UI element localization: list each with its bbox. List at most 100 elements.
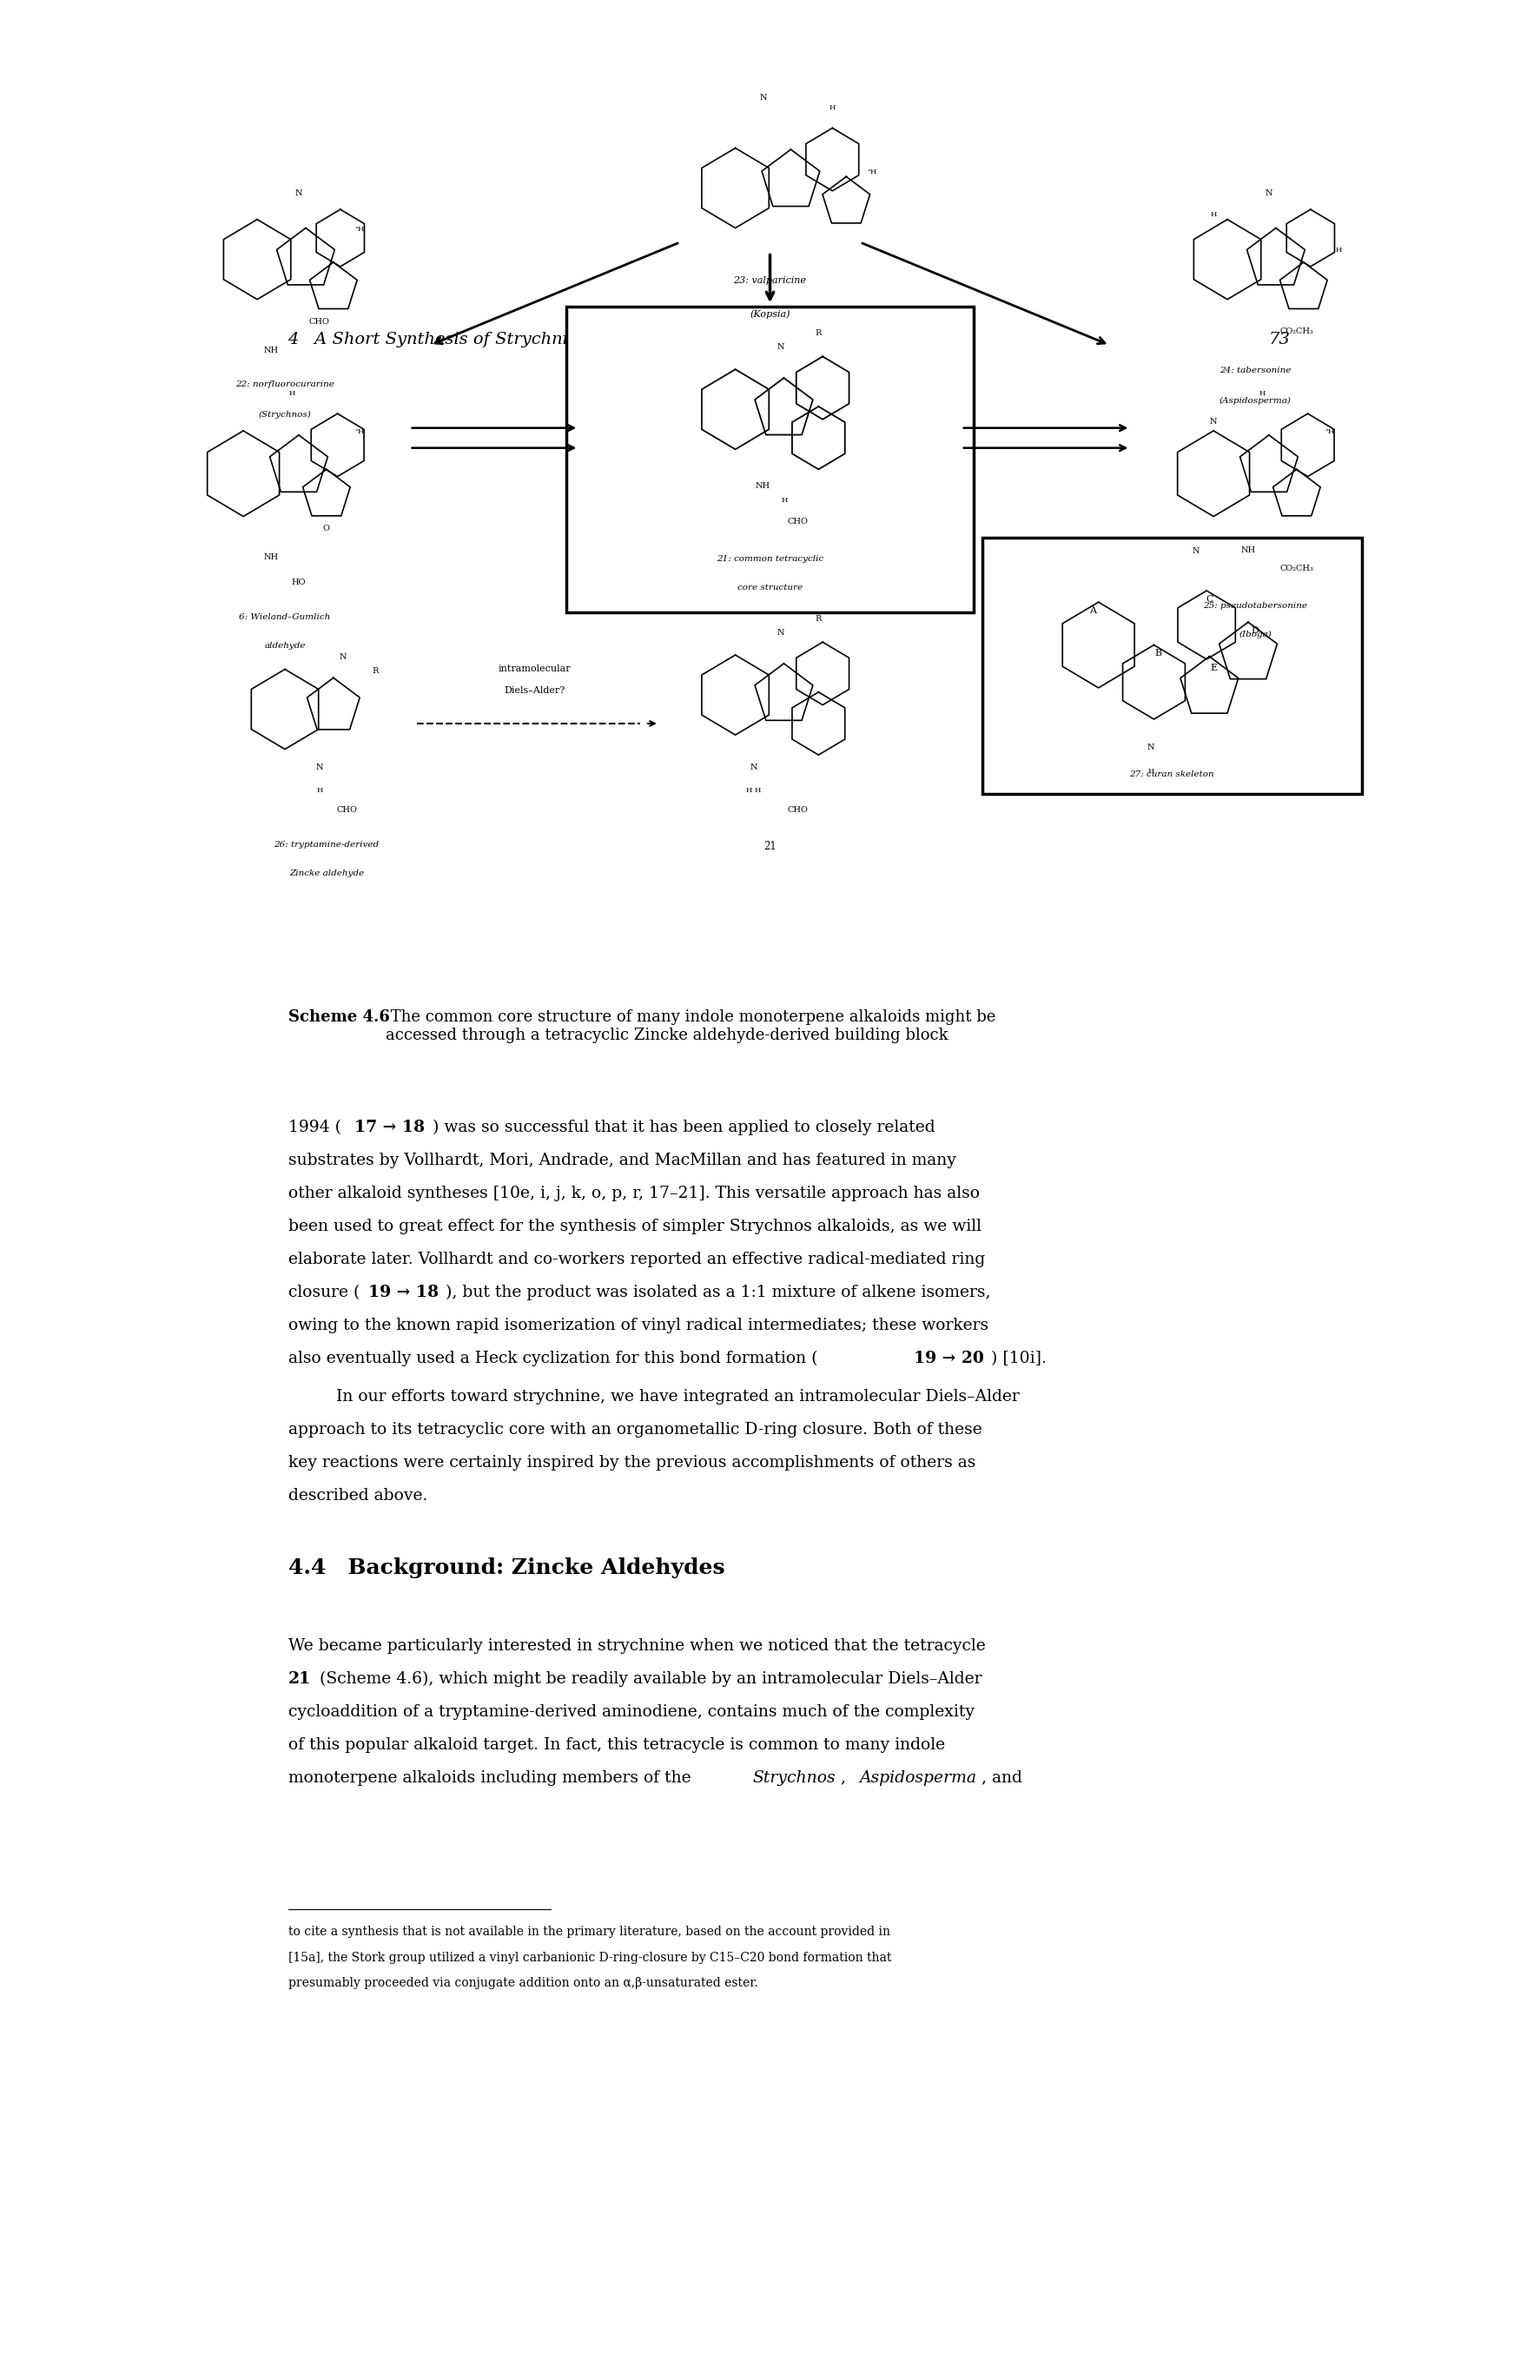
Text: 4.4 Background: Zincke Aldehydes: 4.4 Background: Zincke Aldehydes	[288, 1557, 724, 1578]
Text: 4   A Short Synthesis of Strychnine from Pyridine: 4 A Short Synthesis of Strychnine from P…	[288, 331, 713, 347]
Text: core structure: core structure	[738, 583, 802, 590]
Text: (Scheme 4.6), which might be readily available by an intramolecular Diels–Alder: (Scheme 4.6), which might be readily ava…	[314, 1671, 981, 1687]
Text: Scheme 4.6: Scheme 4.6	[288, 1009, 390, 1026]
Text: to cite a synthesis that is not available in the primary literature, based on th: to cite a synthesis that is not availabl…	[288, 1925, 890, 1937]
Text: 22: norfluorocurarine: 22: norfluorocurarine	[236, 381, 334, 388]
Text: 25: pseudotabersonine: 25: pseudotabersonine	[1203, 602, 1307, 609]
Text: C: C	[1206, 595, 1214, 605]
Text: closure (: closure (	[288, 1285, 359, 1299]
Text: N: N	[778, 343, 785, 352]
Text: CHO: CHO	[310, 317, 330, 326]
Text: 21: 21	[288, 1671, 311, 1687]
Text: NH: NH	[263, 552, 279, 562]
Text: N: N	[316, 764, 323, 771]
Text: D: D	[1250, 626, 1260, 635]
Text: ,: ,	[841, 1771, 852, 1785]
Text: [15a], the Stork group utilized a vinyl carbanionic D-ring-closure by C15–C20 bo: [15a], the Stork group utilized a vinyl …	[288, 1952, 892, 1963]
Text: N: N	[296, 188, 302, 198]
Text: N: N	[1266, 188, 1272, 198]
Text: NH: NH	[756, 481, 770, 490]
Text: O: O	[323, 524, 330, 533]
Text: H: H	[829, 105, 836, 112]
FancyBboxPatch shape	[983, 538, 1361, 793]
Text: Diels–Alder?: Diels–Alder?	[504, 685, 565, 695]
Text: CO₂CH₃: CO₂CH₃	[1280, 328, 1314, 336]
Text: R: R	[371, 666, 379, 676]
Text: ) was so successful that it has been applied to closely related: ) was so successful that it has been app…	[433, 1119, 935, 1135]
Text: N: N	[759, 93, 767, 102]
Text: (Strychnos): (Strychnos)	[259, 412, 311, 419]
Text: H: H	[1258, 390, 1266, 397]
Text: presumably proceeded via conjugate addition onto an α,β-unsaturated ester.: presumably proceeded via conjugate addit…	[288, 1978, 758, 1990]
Text: N: N	[1210, 416, 1217, 426]
Text: HO: HO	[291, 578, 306, 588]
Text: , and: , and	[981, 1771, 1023, 1785]
Text: been used to great effect for the synthesis of simpler Strychnos alkaloids, as w: been used to great effect for the synthe…	[288, 1219, 981, 1233]
Text: Strychnos: Strychnos	[752, 1771, 835, 1785]
Text: H: H	[781, 497, 787, 505]
Text: 17 → 18: 17 → 18	[354, 1119, 425, 1135]
Text: (Iboga): (Iboga)	[1238, 631, 1272, 638]
Text: N: N	[778, 628, 785, 638]
Text: 6: Wieland–Gumlich: 6: Wieland–Gumlich	[239, 614, 331, 621]
Text: aldehyde: aldehyde	[265, 643, 305, 650]
Text: ) [10i].: ) [10i].	[990, 1349, 1047, 1366]
Text: Zincke aldehyde: Zincke aldehyde	[290, 869, 363, 876]
Text: Aspidosperma: Aspidosperma	[859, 1771, 976, 1785]
Text: 73: 73	[1269, 331, 1291, 347]
Text: 24: tabersonine: 24: tabersonine	[1220, 367, 1291, 374]
Text: 19 → 20: 19 → 20	[913, 1349, 984, 1366]
Text: A: A	[1089, 607, 1096, 614]
Text: N: N	[339, 652, 346, 662]
Text: N: N	[1147, 743, 1155, 752]
Text: R: R	[815, 328, 822, 338]
Text: B: B	[1155, 650, 1161, 657]
Text: H: H	[1147, 769, 1155, 776]
Text: NH: NH	[263, 345, 279, 355]
Text: 21: common tetracyclic: 21: common tetracyclic	[716, 555, 824, 562]
Text: CO₂CH₃: CO₂CH₃	[1280, 564, 1314, 574]
Text: ), but the product was isolated as a 1:1 mixture of alkene isomers,: ), but the product was isolated as a 1:1…	[445, 1285, 990, 1299]
Text: "H: "H	[354, 226, 363, 233]
Text: We became particularly interested in strychnine when we noticed that the tetracy: We became particularly interested in str…	[288, 1637, 986, 1654]
Text: E: E	[1210, 664, 1217, 671]
Text: (Aspidosperma): (Aspidosperma)	[1220, 397, 1291, 405]
Text: substrates by Vollhardt, Mori, Andrade, and MacMillan and has featured in many: substrates by Vollhardt, Mori, Andrade, …	[288, 1152, 956, 1169]
Text: elaborate later. Vollhardt and co-workers reported an effective radical-mediated: elaborate later. Vollhardt and co-worker…	[288, 1252, 984, 1266]
Text: CHO: CHO	[787, 807, 808, 814]
Text: CHO: CHO	[787, 516, 808, 526]
Text: H: H	[316, 788, 323, 795]
Text: (Kopsia): (Kopsia)	[750, 309, 790, 319]
Text: also eventually used a Heck cyclization for this bond formation (: also eventually used a Heck cyclization …	[288, 1349, 818, 1366]
Text: owing to the known rapid isomerization of vinyl radical intermediates; these wor: owing to the known rapid isomerization o…	[288, 1319, 989, 1333]
Text: other alkaloid syntheses [10e, i, j, k, o, p, r, 17–21]. This versatile approach: other alkaloid syntheses [10e, i, j, k, …	[288, 1185, 979, 1202]
Text: N: N	[750, 764, 758, 771]
Text: 21: 21	[764, 840, 776, 852]
FancyBboxPatch shape	[567, 307, 973, 612]
Text: The common core structure of many indole monoterpene alkaloids might be
accessed: The common core structure of many indole…	[387, 1009, 996, 1042]
Text: H: H	[1210, 212, 1217, 219]
Text: NH: NH	[1241, 545, 1255, 555]
Text: intramolecular: intramolecular	[497, 664, 571, 674]
Text: R: R	[815, 614, 822, 624]
Text: "H: "H	[867, 169, 876, 176]
Text: 1994 (: 1994 (	[288, 1119, 340, 1135]
Text: 26: tryptamine-derived: 26: tryptamine-derived	[274, 840, 379, 847]
Text: monoterpene alkaloids including members of the: monoterpene alkaloids including members …	[288, 1771, 696, 1785]
Text: "H: "H	[354, 428, 363, 436]
Text: key reactions were certainly inspired by the previous accomplishments of others : key reactions were certainly inspired by…	[288, 1454, 975, 1471]
Text: 27: curan skeleton: 27: curan skeleton	[1129, 771, 1215, 778]
Text: cycloaddition of a tryptamine-derived aminodiene, contains much of the complexit: cycloaddition of a tryptamine-derived am…	[288, 1704, 975, 1721]
Text: CHO: CHO	[337, 807, 357, 814]
Text: 19 → 18: 19 → 18	[368, 1285, 439, 1299]
Text: H: H	[1335, 248, 1341, 255]
Text: N: N	[1192, 547, 1200, 555]
Text: of this popular alkaloid target. In fact, this tetracycle is common to many indo: of this popular alkaloid target. In fact…	[288, 1737, 944, 1752]
Text: H: H	[288, 390, 296, 397]
Text: 23: valparicine: 23: valparicine	[733, 276, 807, 286]
Text: "H: "H	[1324, 428, 1334, 436]
Text: H H: H H	[745, 788, 761, 795]
Text: approach to its tetracyclic core with an organometallic D-ring closure. Both of : approach to its tetracyclic core with an…	[288, 1421, 983, 1438]
Text: In our efforts toward strychnine, we have integrated an intramolecular Diels–Ald: In our efforts toward strychnine, we hav…	[336, 1390, 1019, 1404]
Text: described above.: described above.	[288, 1488, 427, 1504]
